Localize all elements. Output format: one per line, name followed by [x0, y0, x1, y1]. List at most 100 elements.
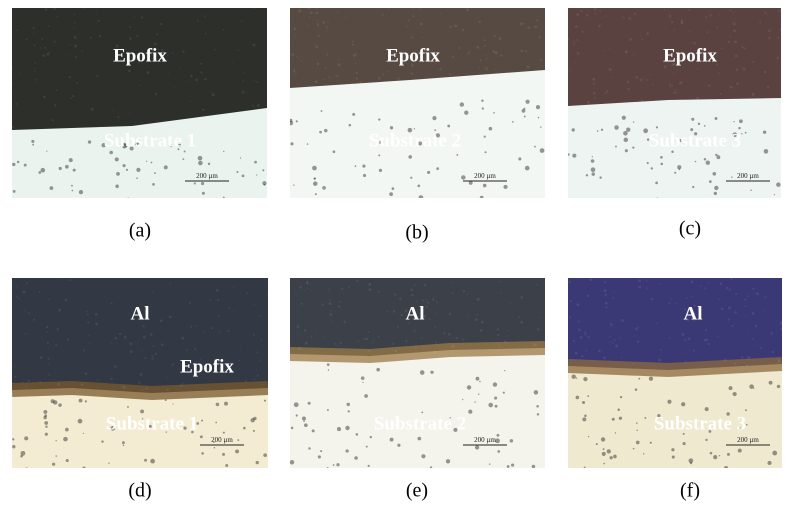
particle: [740, 205, 744, 209]
grain: [520, 22, 523, 25]
grain: [57, 328, 59, 330]
particle: [69, 158, 73, 162]
particle: [211, 201, 214, 204]
particle: [481, 100, 483, 102]
grain: [186, 349, 188, 351]
particle: [602, 469, 607, 474]
grain: [301, 61, 302, 62]
grain: [139, 348, 140, 349]
grain: [204, 78, 207, 81]
particle: [497, 450, 500, 453]
grain: [601, 67, 602, 68]
grain: [605, 92, 607, 94]
grain: [18, 298, 20, 300]
grain: [679, 82, 681, 84]
grain: [637, 340, 639, 342]
particle: [123, 164, 126, 167]
grain: [117, 116, 119, 118]
particle: [337, 427, 341, 431]
grain: [397, 326, 399, 328]
particle: [456, 154, 458, 156]
grain: [452, 55, 454, 57]
particle: [644, 417, 646, 419]
grain: [598, 350, 601, 353]
grain: [462, 29, 465, 32]
grain: [299, 59, 300, 60]
grain: [240, 346, 241, 347]
grain: [53, 7, 56, 10]
grain: [180, 384, 183, 387]
grain: [498, 343, 500, 345]
particle: [522, 109, 526, 113]
grain: [352, 43, 354, 45]
grain: [14, 376, 16, 378]
grain: [243, 72, 244, 73]
grain: [95, 313, 98, 316]
grain: [47, 53, 50, 56]
grain: [692, 296, 693, 297]
panel-caption: (a): [129, 220, 151, 242]
particle: [25, 467, 29, 471]
particle: [462, 199, 464, 201]
grain: [639, 286, 642, 289]
particle: [314, 177, 316, 179]
grain: [135, 15, 136, 16]
grain: [378, 290, 380, 292]
region-label: Epofix: [663, 45, 717, 66]
particle: [256, 461, 259, 464]
particle: [679, 169, 681, 171]
grain: [620, 338, 621, 339]
grain: [110, 378, 112, 380]
grain: [233, 87, 234, 88]
grain: [338, 305, 340, 307]
grain: [87, 321, 89, 323]
grain: [480, 329, 483, 332]
grain: [540, 349, 541, 350]
particle: [215, 469, 219, 473]
grain: [570, 300, 572, 302]
grain: [706, 31, 708, 33]
region-label: Al: [131, 303, 150, 324]
grain: [12, 126, 14, 128]
particle: [714, 192, 717, 195]
particle: [294, 402, 299, 407]
particle: [489, 463, 491, 465]
grain: [590, 332, 591, 333]
grain: [245, 380, 247, 382]
grain: [338, 59, 340, 61]
grain: [586, 350, 588, 352]
grain: [760, 347, 762, 349]
grain: [46, 326, 48, 328]
grain: [337, 75, 339, 77]
grain: [614, 339, 616, 341]
grain: [497, 334, 499, 336]
grain: [659, 95, 660, 96]
grain: [322, 337, 323, 338]
particle: [164, 165, 168, 169]
particle: [115, 185, 119, 189]
particle: [352, 113, 355, 116]
grain: [777, 362, 779, 364]
grain: [527, 75, 530, 78]
grain: [689, 30, 691, 32]
grain: [734, 311, 736, 313]
grain: [449, 26, 452, 29]
grain: [495, 69, 496, 70]
grain: [656, 322, 658, 324]
grain: [411, 36, 413, 38]
grain: [16, 286, 17, 287]
scale-bar-label: 200 µm: [474, 172, 496, 180]
grain: [708, 84, 711, 87]
particle: [743, 471, 745, 473]
particle: [638, 378, 640, 380]
particle: [493, 112, 495, 114]
grain: [73, 28, 74, 29]
particle: [312, 166, 317, 171]
particle: [366, 446, 368, 448]
grain: [144, 357, 146, 359]
particle: [597, 130, 599, 132]
particle: [12, 445, 15, 448]
particle: [695, 161, 697, 163]
grain: [424, 284, 426, 286]
particle: [484, 135, 486, 137]
